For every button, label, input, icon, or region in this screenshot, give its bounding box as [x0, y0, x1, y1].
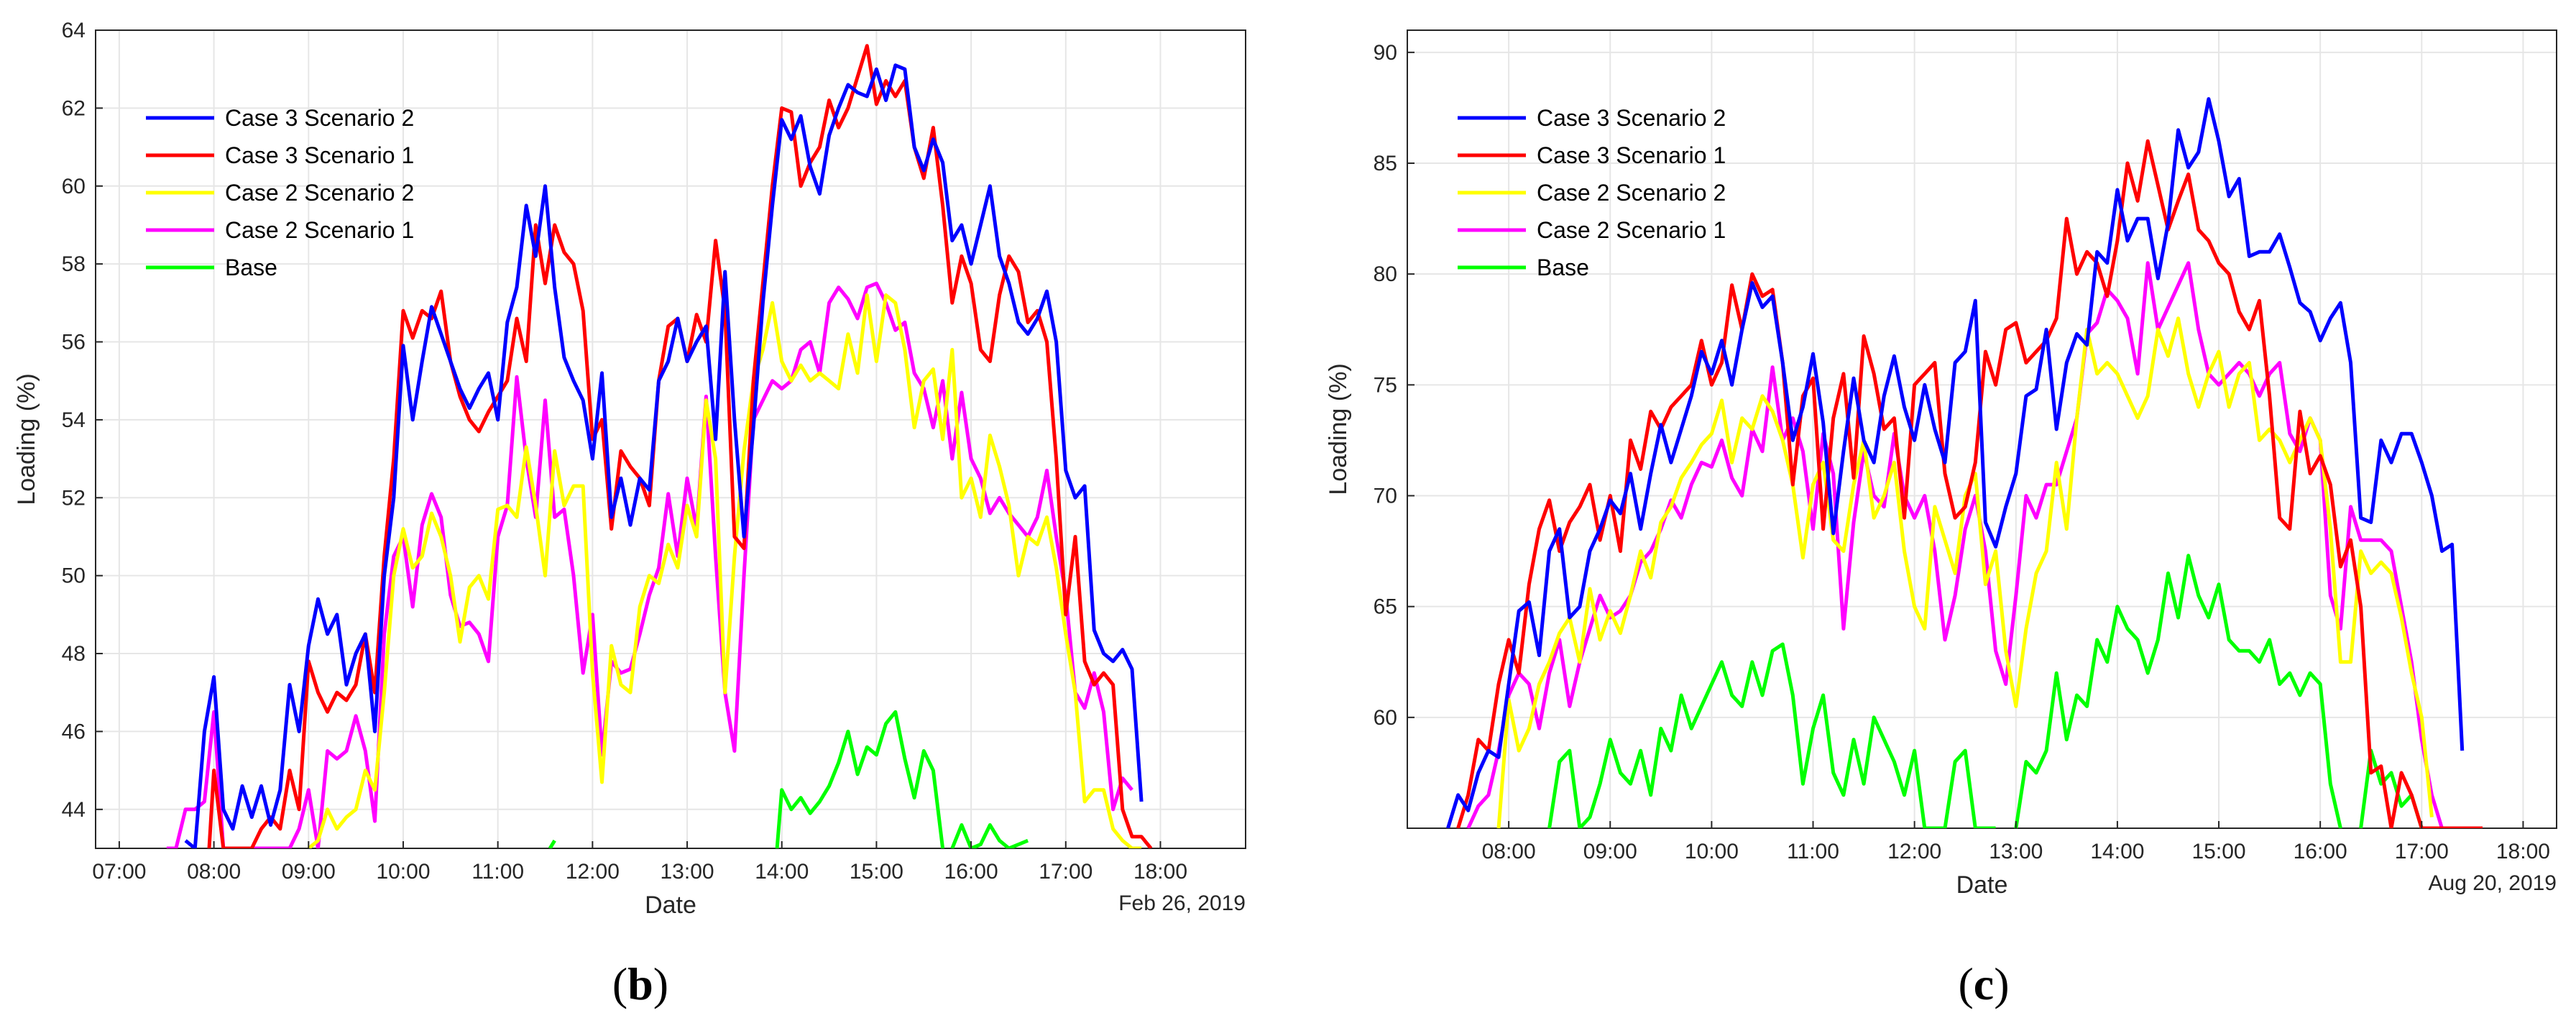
series-line-b-base-0	[548, 839, 556, 848]
x-tick-label-b-8: 15:00	[850, 860, 903, 884]
x-tick-label-c-8: 16:00	[2294, 840, 2347, 863]
x-tick-label-b-7: 14:00	[755, 860, 809, 884]
x-tick-label-c-10: 18:00	[2496, 840, 2550, 863]
x-tick-label-c-2: 10:00	[1685, 840, 1739, 863]
series-line-c-base-1	[2014, 554, 2342, 828]
legend-label-c-4: Base	[1537, 255, 1589, 280]
series-line-b-case2-s1-3	[166, 281, 1133, 848]
y-tick-label-c-2: 70	[1374, 485, 1397, 508]
legend-label-c-3: Case 2 Scenario 1	[1537, 217, 1726, 243]
y-tick-label-b-8: 60	[62, 175, 86, 198]
legend-label-c-0: Case 3 Scenario 2	[1537, 105, 1726, 131]
panel-caption-b: (b)	[612, 958, 668, 1009]
legend-label-b-2: Case 2 Scenario 2	[225, 180, 414, 206]
caption-open-b: (	[612, 958, 627, 1009]
series-line-c-case3-s1-5	[1456, 139, 2483, 828]
series-line-c-case3-s2-6	[1446, 97, 2465, 828]
grid-b	[96, 29, 1246, 848]
series-line-b-base-2	[775, 710, 945, 848]
y-tick-label-b-0: 44	[62, 798, 86, 822]
y-tick-label-b-1: 46	[62, 720, 86, 743]
legend-b: Case 3 Scenario 2 Case 3 Scenario 1 Case 2…	[146, 105, 414, 280]
caption-letter-b: b	[627, 958, 653, 1009]
caption-close-b: )	[653, 958, 668, 1009]
y-tick-label-b-4: 52	[62, 486, 86, 510]
y-tick-label-c-5: 85	[1374, 152, 1397, 175]
x-tick-labels-c: 08:00 09:00 10:00 11:00 12:00 13:00 14:00 15:00…	[1482, 821, 2550, 863]
x-axis-label-b: Date	[645, 891, 696, 919]
series-line-b-case3-s2-6	[184, 63, 1144, 848]
x-tick-labels-b: 07:00 08:00 09:00 10:00 11:00 12:00 13:00 14:00…	[92, 841, 1187, 884]
x-tick-label-b-4: 11:00	[472, 860, 524, 884]
y-axis-label-b: Loading (%)	[13, 373, 40, 505]
x-tick-label-b-0: 07:00	[92, 860, 146, 884]
legend-label-b-3: Case 2 Scenario 1	[225, 217, 414, 243]
x-tick-label-c-0: 08:00	[1482, 840, 1536, 863]
plot-frame-b	[95, 29, 1246, 849]
series-group-b	[166, 44, 1153, 848]
x-tick-label-b-6: 13:00	[661, 860, 714, 884]
caption-letter-c: c	[1974, 958, 1994, 1009]
x-tick-label-b-3: 10:00	[376, 860, 430, 884]
y-tick-label-c-4: 80	[1374, 262, 1397, 286]
series-line-c-case2-s2-4	[1496, 316, 2434, 828]
caption-close-c: )	[1994, 958, 2009, 1009]
series-group-c	[1446, 97, 2483, 828]
legend-label-b-0: Case 3 Scenario 2	[225, 105, 414, 131]
x-tick-label-c-3: 11:00	[1787, 840, 1839, 863]
legend-label-c-1: Case 3 Scenario 1	[1537, 142, 1726, 168]
y-tick-label-b-10: 64	[62, 19, 86, 42]
y-tick-label-b-7: 58	[62, 252, 86, 276]
y-tick-label-b-5: 54	[62, 408, 86, 432]
caption-open-c: (	[1958, 958, 1973, 1009]
x-tick-label-b-10: 17:00	[1039, 860, 1092, 884]
y-tick-label-c-3: 75	[1374, 373, 1397, 397]
x-tick-label-c-6: 14:00	[2090, 840, 2144, 863]
legend-c: Case 3 Scenario 2 Case 3 Scenario 1 Case 2…	[1458, 105, 1726, 280]
legend-label-b-1: Case 3 Scenario 1	[225, 142, 414, 168]
x-tick-label-c-9: 17:00	[2395, 840, 2449, 863]
y-tick-label-c-0: 60	[1374, 706, 1397, 730]
y-tick-label-b-3: 50	[62, 564, 86, 588]
x-tick-label-c-4: 12:00	[1887, 840, 1941, 863]
y-tick-label-b-6: 56	[62, 331, 86, 354]
y-tick-label-b-9: 62	[62, 96, 86, 120]
y-tick-labels-c: 60 65 70 75 80 85 90	[1374, 41, 1414, 730]
series-line-c-base-2	[1547, 642, 1996, 828]
y-tick-label-b-2: 48	[62, 642, 86, 666]
legend-label-c-2: Case 2 Scenario 2	[1537, 180, 1726, 206]
x-tick-label-c-7: 15:00	[2191, 840, 2245, 863]
series-line-b-case2-s2-4	[307, 293, 1142, 848]
y-tick-labels-b: 44 46 48 50 52 54 56 58 60 62 64	[62, 19, 103, 822]
date-note-b: Feb 26, 2019	[1118, 891, 1246, 915]
legend-label-b-4: Base	[225, 255, 277, 280]
y-axis-label-c: Loading (%)	[1325, 363, 1352, 495]
x-tick-label-b-9: 16:00	[944, 860, 998, 884]
y-tick-label-c-1: 65	[1374, 595, 1397, 619]
x-tick-label-b-5: 12:00	[566, 860, 620, 884]
x-tick-label-c-5: 13:00	[1989, 840, 2043, 863]
y-tick-label-c-6: 90	[1374, 41, 1397, 65]
series-line-b-base-1	[950, 823, 1029, 848]
date-note-c: Aug 20, 2019	[2429, 871, 2557, 895]
x-tick-label-b-11: 18:00	[1133, 860, 1187, 884]
chart-panel-b: 07:00 08:00 09:00 10:00 11:00 12:00 13:00 14:00…	[13, 19, 1246, 1009]
chart-panel-c: 08:00 09:00 10:00 11:00 12:00 13:00 14:00 15:00…	[1325, 29, 2557, 1009]
x-tick-label-b-2: 09:00	[282, 860, 336, 884]
x-tick-label-b-1: 08:00	[187, 860, 241, 884]
x-axis-label-c: Date	[1956, 871, 2008, 899]
x-tick-label-c-1: 09:00	[1583, 840, 1637, 863]
panel-caption-c: (c)	[1958, 958, 2009, 1009]
grid-c	[1407, 30, 2557, 828]
